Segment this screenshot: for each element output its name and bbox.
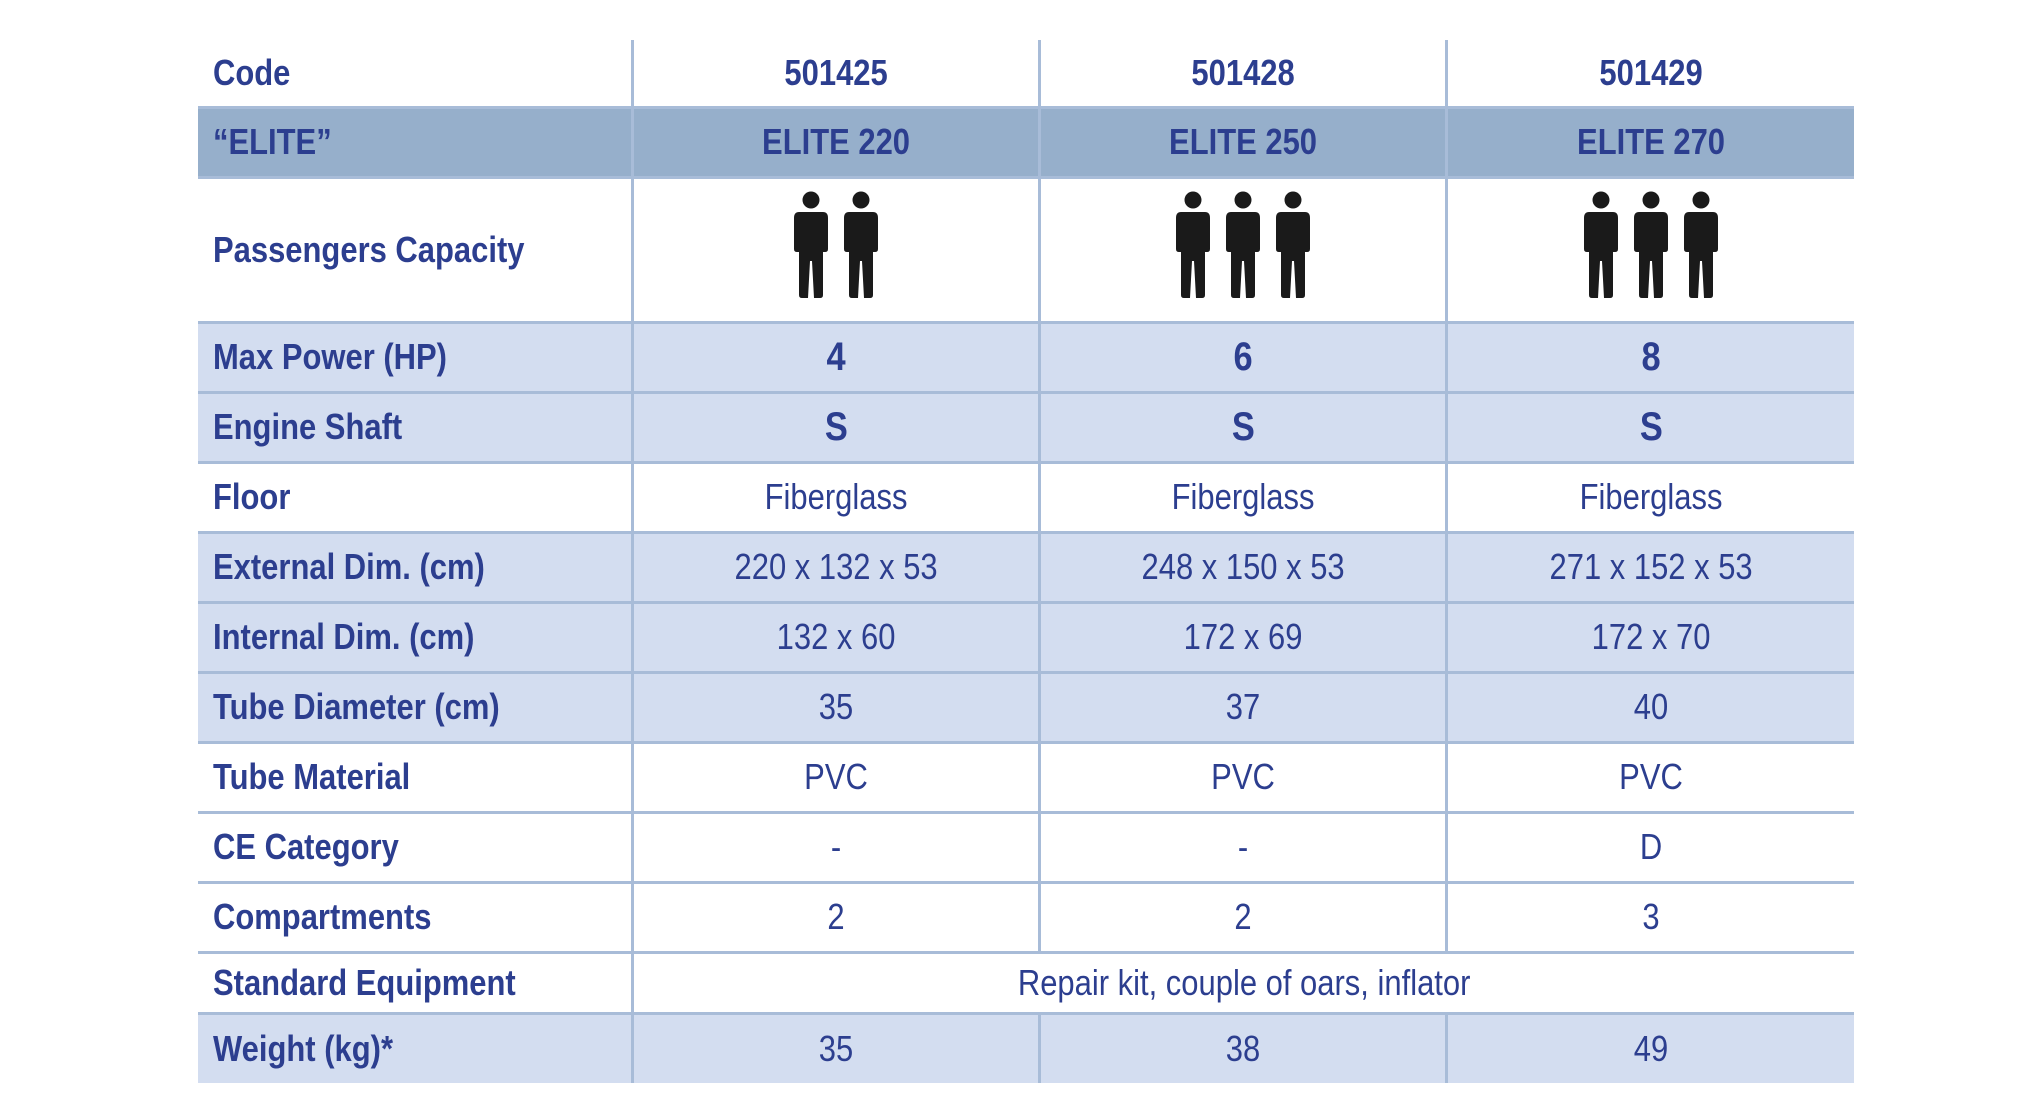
value-cell: 8 (1445, 320, 1854, 392)
value-cell: PVC (1037, 740, 1447, 812)
row-label: Max Power (HP) (198, 320, 633, 392)
row-label: Engine Shaft (198, 390, 633, 462)
code-cell: 501429 (1445, 40, 1854, 107)
value-cell: D (1445, 810, 1854, 882)
value-cell: 172 x 70 (1445, 600, 1854, 672)
value-cell: 40 (1445, 670, 1854, 742)
value-cell: - (630, 810, 1040, 882)
equipment-cell: Repair kit, couple of oars, inflator (630, 950, 1854, 1013)
value-cell: 3 (1445, 880, 1854, 952)
passenger-icons (793, 191, 879, 299)
row-label: Tube Diameter (cm) (198, 670, 633, 742)
person-icon (1275, 191, 1311, 299)
row-label: Floor (198, 460, 633, 532)
value-cell: S (1037, 390, 1447, 462)
value-cell: 49 (1445, 1011, 1854, 1083)
person-icon (1175, 191, 1211, 299)
value-cell: 2 (630, 880, 1040, 952)
row-label: External Dim. (cm) (198, 530, 633, 602)
spec-row: Max Power (HP) 4 6 8 (198, 320, 1854, 392)
spec-row: Compartments 2 2 3 (198, 880, 1854, 952)
value-cell: 37 (1037, 670, 1447, 742)
spec-row: Internal Dim. (cm) 132 x 60 172 x 69 172… (198, 600, 1854, 672)
value-cell: 172 x 69 (1037, 600, 1447, 672)
code-cell: 501425 (630, 40, 1040, 107)
row-label: Tube Material (198, 740, 633, 812)
spec-row: CE Category - - D (198, 810, 1854, 882)
row-label: CE Category (198, 810, 633, 882)
equipment-row: Standard Equipment Repair kit, couple of… (198, 950, 1854, 1013)
person-icon (843, 191, 879, 299)
spec-row: Tube Material PVC PVC PVC (198, 740, 1854, 812)
value-cell: 132 x 60 (630, 600, 1040, 672)
spec-table: Code 501425 501428 501429 “ELITE” ELITE … (198, 40, 1854, 1083)
value-cell: Fiberglass (1445, 460, 1854, 532)
spec-row: Tube Diameter (cm) 35 37 40 (198, 670, 1854, 742)
passengers-row: Passengers Capacity (198, 175, 1854, 322)
value-cell: Fiberglass (1037, 460, 1447, 532)
value-cell: 220 x 132 x 53 (630, 530, 1040, 602)
value-cell: 6 (1037, 320, 1447, 392)
passengers-cell (630, 175, 1040, 322)
value-cell: - (1037, 810, 1447, 882)
row-label: “ELITE” (198, 105, 633, 177)
value-cell: 248 x 150 x 53 (1037, 530, 1447, 602)
model-cell: ELITE 220 (630, 105, 1040, 177)
value-cell: PVC (1445, 740, 1854, 812)
spec-row: Floor Fiberglass Fiberglass Fiberglass (198, 460, 1854, 532)
person-icon (1225, 191, 1261, 299)
passenger-icons (1175, 191, 1311, 299)
value-cell: 4 (630, 320, 1040, 392)
row-label: Code (213, 51, 291, 93)
code-cell: 501428 (1037, 40, 1447, 107)
spec-row: Engine Shaft S S S (198, 390, 1854, 462)
value-cell: Fiberglass (630, 460, 1040, 532)
value-cell: S (1445, 390, 1854, 462)
model-row: “ELITE” ELITE 220 ELITE 250 ELITE 270 (198, 105, 1854, 177)
model-cell: ELITE 270 (1445, 105, 1854, 177)
value-cell: 271 x 152 x 53 (1445, 530, 1854, 602)
person-icon (793, 191, 829, 299)
row-label: Passengers Capacity (198, 175, 633, 322)
person-icon (1633, 191, 1669, 299)
value-cell: S (630, 390, 1040, 462)
passengers-cell (1445, 175, 1854, 322)
spec-row: External Dim. (cm) 220 x 132 x 53 248 x … (198, 530, 1854, 602)
weight-row: Weight (kg)* 35 38 49 (198, 1011, 1854, 1083)
row-label: Compartments (198, 880, 633, 952)
model-cell: ELITE 250 (1037, 105, 1447, 177)
value-cell: 38 (1037, 1011, 1447, 1083)
passenger-icons (1583, 191, 1719, 299)
value-cell: PVC (630, 740, 1040, 812)
code-row: Code 501425 501428 501429 (198, 40, 1854, 107)
person-icon (1583, 191, 1619, 299)
passengers-cell (1037, 175, 1447, 322)
row-label: Internal Dim. (cm) (198, 600, 633, 672)
row-label: Weight (kg)* (198, 1011, 633, 1083)
value-cell: 35 (630, 1011, 1040, 1083)
person-icon (1683, 191, 1719, 299)
value-cell: 35 (630, 670, 1040, 742)
value-cell: 2 (1037, 880, 1447, 952)
row-label: Standard Equipment (198, 950, 633, 1013)
